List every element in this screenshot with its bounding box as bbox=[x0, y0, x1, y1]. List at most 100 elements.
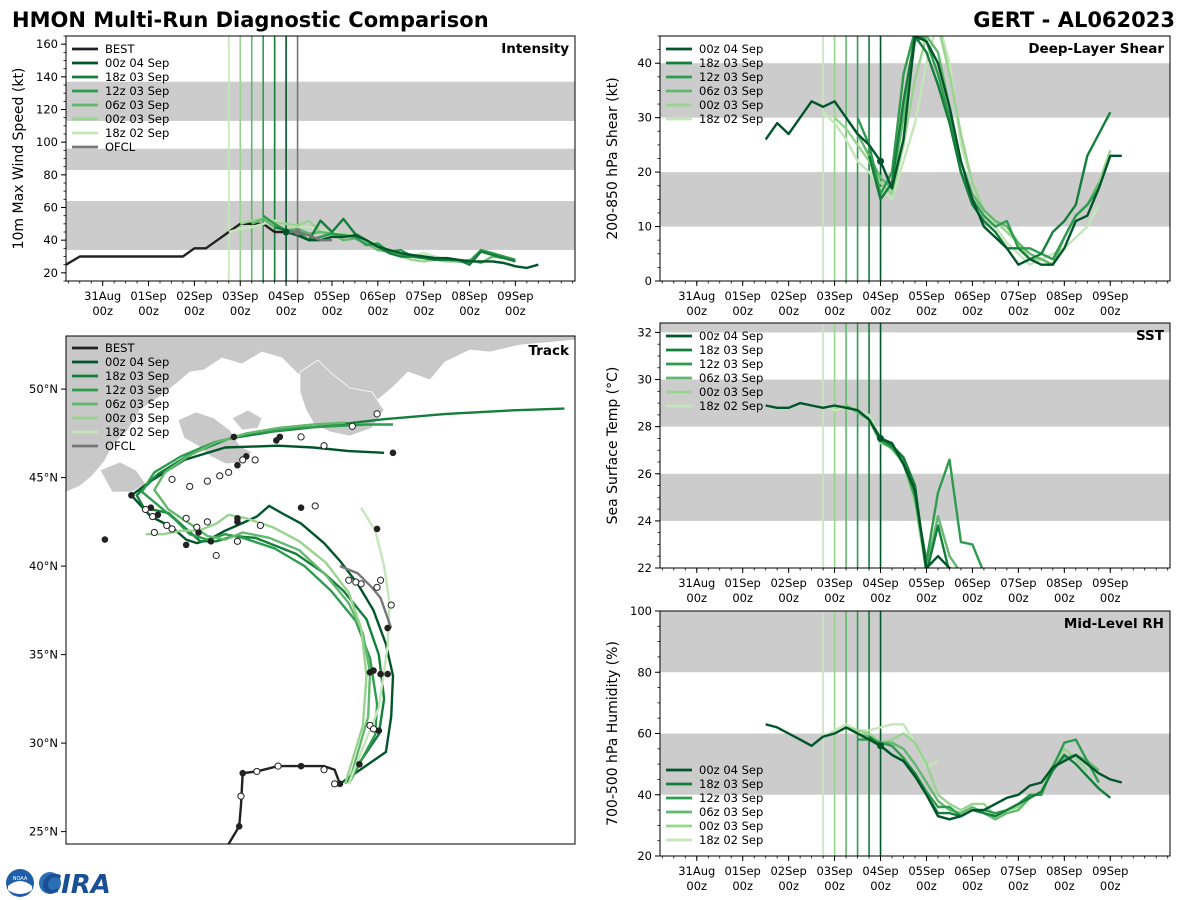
rh-x-tick-label: 08Sep 00z bbox=[1046, 864, 1082, 893]
rh-x-tick-label-line: 00z bbox=[1100, 879, 1121, 893]
rh-x-tick-label-line: 00z bbox=[778, 879, 799, 893]
intensity-series-18z-03-sep bbox=[274, 217, 516, 266]
track-legend-label-06z-03-sep: 06z 03 Sep bbox=[105, 397, 169, 411]
rh-x-tick-label-line: 05Sep bbox=[908, 864, 944, 878]
shear-y-tick-label: 20 bbox=[637, 165, 652, 179]
shear-series-18z-02-sep bbox=[822, 36, 1100, 266]
intensity-x-tick-label-line: 00z bbox=[138, 304, 159, 318]
track-position-marker bbox=[230, 433, 238, 441]
sst-plot-area bbox=[660, 323, 1170, 568]
rh-shaded-band bbox=[660, 611, 1170, 673]
intensity-x-tick-label-line: 07Sep bbox=[406, 289, 442, 303]
intensity-shaded-band bbox=[66, 148, 575, 170]
sst-legend-label-18z-02-sep: 18z 02 Sep bbox=[699, 399, 763, 413]
shear-x-tick-label-line: 03Sep bbox=[816, 289, 852, 303]
sst-x-tick-label: 05Sep 00z bbox=[908, 576, 944, 605]
intensity-legend-label-18z-02-sep: 18z 02 Sep bbox=[105, 126, 169, 140]
rh-x-tick-label-line: 08Sep bbox=[1046, 864, 1082, 878]
track-forecast-marker bbox=[163, 521, 171, 529]
track-forecast-marker bbox=[373, 410, 381, 418]
shear-series-18z-03-sep bbox=[867, 36, 1112, 261]
shear-x-tick-label-line: 02Sep bbox=[770, 289, 806, 303]
track-lat-label: 30°N bbox=[29, 736, 58, 750]
intensity-x-tick-label-line: 03Sep bbox=[222, 289, 258, 303]
intensity-x-tick-label-line: 00z bbox=[276, 304, 297, 318]
sst-x-tick-label-line: 03Sep bbox=[816, 576, 852, 590]
intensity-x-tick-label-line: 05Sep bbox=[314, 289, 350, 303]
track-position-marker bbox=[239, 769, 247, 777]
sst-x-tick-label: 08Sep 00z bbox=[1046, 576, 1082, 605]
track-lat-label: 40°N bbox=[29, 559, 58, 573]
track-position-marker bbox=[128, 492, 135, 499]
track-forecast-marker bbox=[212, 551, 220, 560]
shear-x-tick-label-line: 31Aug bbox=[678, 289, 715, 303]
shear-x-tick-label: 04Sep 00z bbox=[862, 289, 898, 318]
sst-shaded-band bbox=[660, 379, 1170, 427]
sst-x-tick-label: 01Sep 00z bbox=[725, 576, 761, 605]
rh-x-tick-label-line: 01Sep bbox=[725, 864, 761, 878]
track-position-marker bbox=[384, 670, 391, 678]
sst-y-tick-label: 30 bbox=[637, 373, 652, 387]
land-mass bbox=[231, 409, 263, 431]
track-forecast-marker bbox=[239, 456, 247, 464]
intensity-x-tick-label-line: 06Sep bbox=[360, 289, 396, 303]
shear-x-tick-label-line: 00z bbox=[778, 304, 799, 318]
track-forecast-marker bbox=[233, 537, 242, 545]
intensity-x-tick-label-line: 00z bbox=[459, 304, 480, 318]
sst-x-tick-label: 03Sep 00z bbox=[816, 576, 852, 605]
rh-x-tick-label-line: 00z bbox=[1054, 879, 1075, 893]
sst-x-tick-label-line: 00z bbox=[686, 591, 707, 605]
intensity-series-00z-04-sep bbox=[285, 230, 539, 270]
track-position-marker bbox=[234, 515, 241, 522]
intensity-legend-label-best: BEST bbox=[105, 42, 135, 56]
track-forecast-marker bbox=[141, 505, 150, 514]
sst-x-tick-label-line: 07Sep bbox=[1000, 576, 1036, 590]
intensity-x-tick-label: 07Sep 00z bbox=[406, 289, 442, 318]
shear-x-tick-label-line: 06Sep bbox=[954, 289, 990, 303]
rh-legend-label-00z-03-sep: 00z 03 Sep bbox=[699, 819, 763, 833]
track-forecast-marker bbox=[193, 523, 201, 531]
track-forecast-marker bbox=[203, 477, 211, 485]
intensity-legend-label-ofcl: OFCL bbox=[105, 140, 136, 154]
track-forecast-marker bbox=[203, 518, 211, 526]
sst-x-tick-label-line: 09Sep bbox=[1092, 576, 1128, 590]
sst-x-tick-label: 02Sep 00z bbox=[770, 576, 806, 605]
shear-x-tick-label-line: 00z bbox=[686, 304, 707, 318]
track-forecast-marker bbox=[168, 525, 176, 533]
track-forecast-marker bbox=[387, 601, 395, 609]
rh-x-tick-label-line: 00z bbox=[686, 879, 707, 893]
shear-x-tick-label: 07Sep 00z bbox=[1000, 289, 1036, 318]
shear-panel-title: Deep-Layer Shear bbox=[1028, 41, 1164, 57]
shear-y-tick-label: 0 bbox=[645, 274, 652, 288]
rh-legend-label-06z-03-sep: 06z 03 Sep bbox=[699, 805, 763, 819]
rh-x-tick-label-line: 04Sep bbox=[862, 864, 898, 878]
rh-x-tick-label: 01Sep 00z bbox=[725, 864, 761, 893]
rh-y-tick-label: 100 bbox=[630, 604, 652, 618]
intensity-x-tick-label-line: 00z bbox=[322, 304, 343, 318]
track-position-marker bbox=[356, 761, 363, 768]
track-position-marker bbox=[336, 780, 344, 788]
cira-globe-icon bbox=[39, 872, 61, 894]
sst-x-tick-label-line: 02Sep bbox=[770, 576, 806, 590]
sst-series-00z-04-sep bbox=[765, 401, 953, 568]
track-line-ofcl bbox=[339, 564, 393, 629]
intensity-x-tick-label-line: 04Sep bbox=[268, 289, 304, 303]
sst-y-axis-label: Sea Surface Temp (°C) bbox=[605, 367, 621, 525]
track-lat-label: 50°N bbox=[29, 382, 58, 396]
track-forecast-marker bbox=[216, 472, 224, 480]
noaa-wave-icon bbox=[8, 881, 32, 894]
sst-x-tick-label-line: 00z bbox=[1008, 591, 1029, 605]
shear-x-tick-label-line: 07Sep bbox=[1000, 289, 1036, 303]
track-forecast-marker bbox=[369, 725, 378, 733]
rh-y-tick-label: 80 bbox=[637, 665, 652, 679]
track-forecast-marker bbox=[373, 583, 381, 591]
sst-x-tick-label: 04Sep 00z bbox=[862, 576, 898, 605]
sst-y-tick-label: 22 bbox=[637, 561, 652, 575]
track-plot-area bbox=[66, 336, 575, 844]
shear-x-tick-label-line: 00z bbox=[870, 304, 891, 318]
